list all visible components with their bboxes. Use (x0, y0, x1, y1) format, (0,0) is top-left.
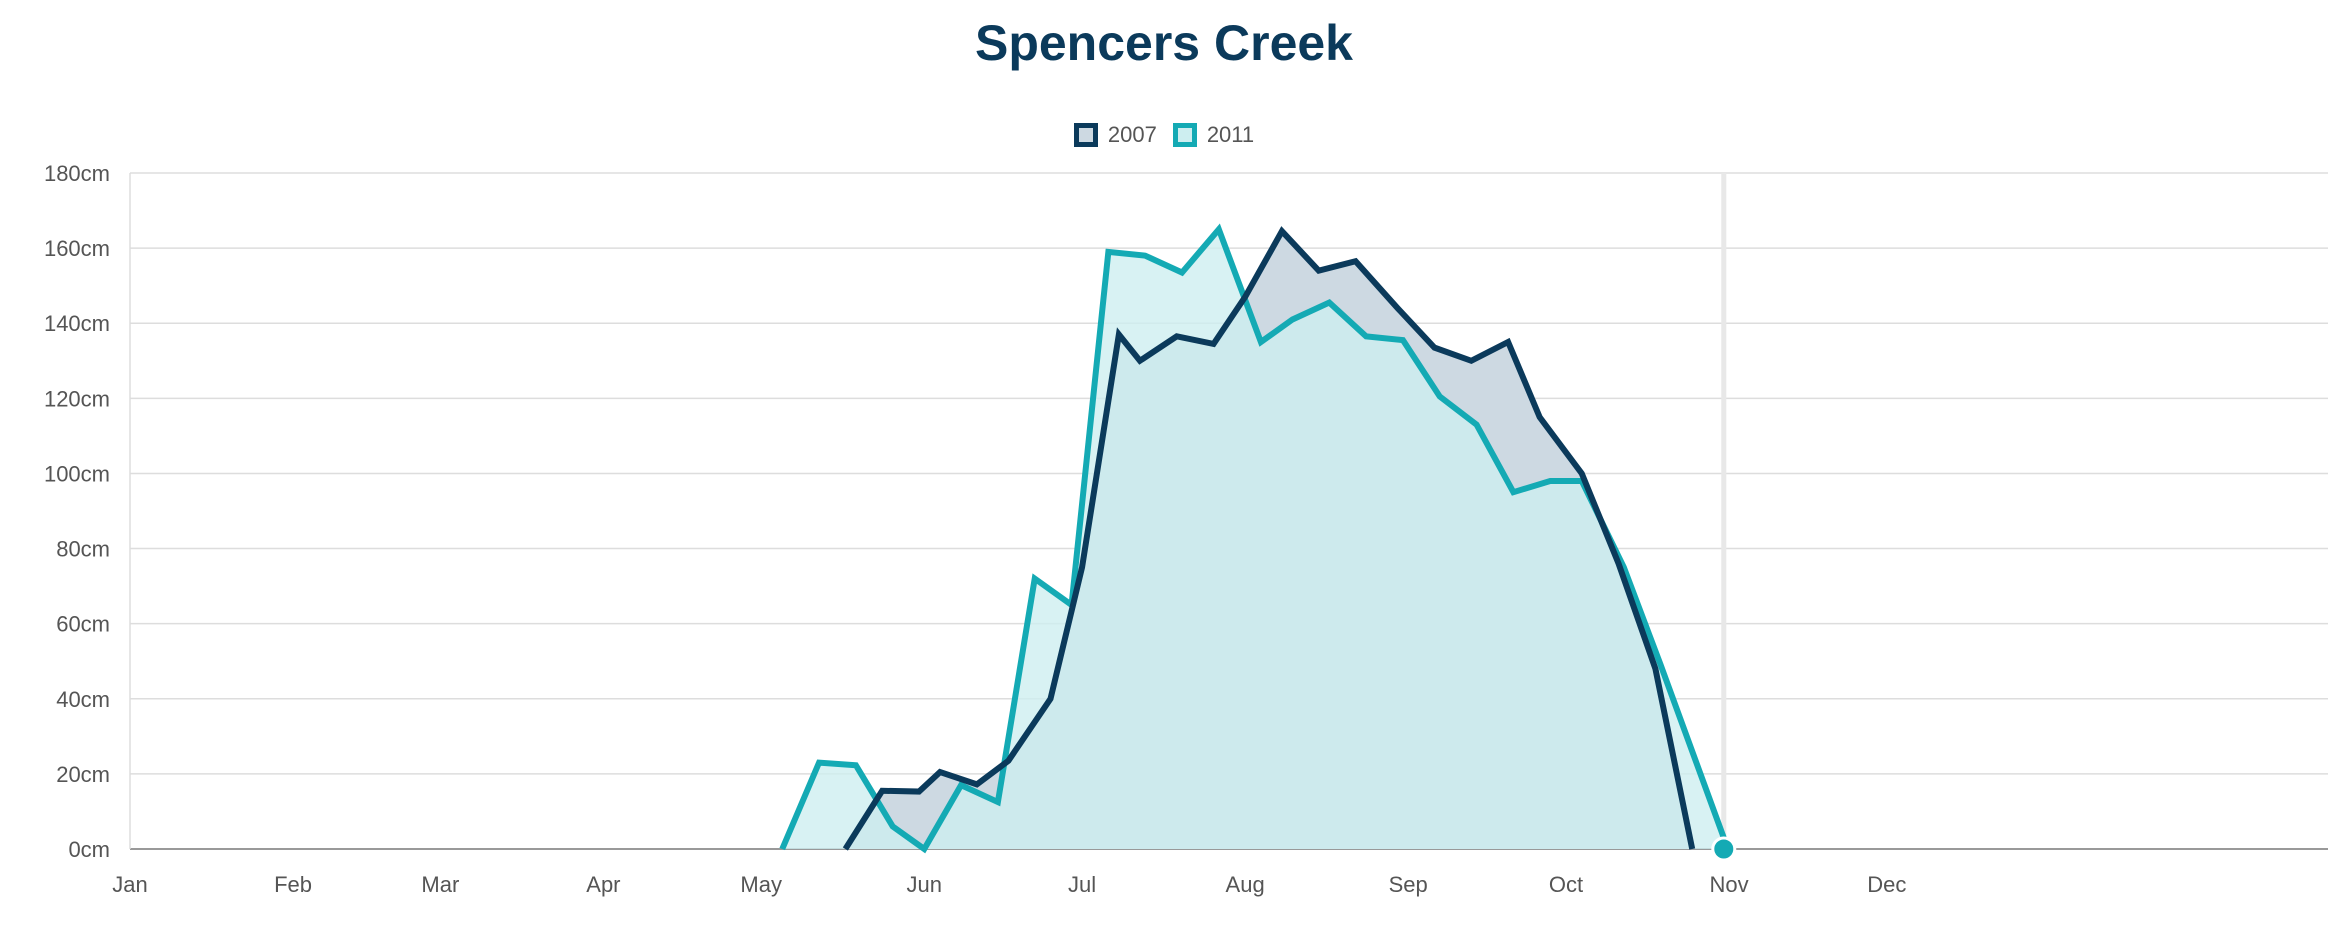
line-2007 (842, 226, 1696, 851)
y-tick-label: 140cm (44, 311, 110, 336)
legend-item-2007[interactable]: 2007 (1073, 122, 1157, 148)
legend-item-2011[interactable]: 2011 (1172, 122, 1255, 148)
series-end-point (1711, 836, 1737, 862)
x-tick-label: Jun (907, 872, 942, 897)
x-tick-label: Jan (112, 872, 147, 897)
x-tick-label: Oct (1549, 872, 1583, 897)
chart-title: Spencers Creek (974, 15, 1353, 71)
legend: 2007 2011 (0, 122, 2328, 148)
x-tick-label: Jul (1068, 872, 1096, 897)
x-tick-label: Apr (586, 872, 620, 897)
x-tick-label: May (740, 872, 782, 897)
x-tick-label: Aug (1226, 872, 1265, 897)
x-tick-label: Feb (274, 872, 312, 897)
y-tick-label: 20cm (56, 762, 110, 787)
y-tick-label: 0cm (68, 837, 110, 862)
legend-swatch-2011 (1172, 123, 1197, 147)
y-tick-label: 40cm (56, 687, 110, 712)
legend-label-2011: 2011 (1206, 122, 1255, 147)
legend-label-2007: 2007 (1107, 122, 1157, 147)
x-tick-label: Sep (1389, 872, 1428, 897)
y-tick-label: 120cm (44, 386, 110, 411)
line-2011 (779, 223, 1727, 854)
x-tick-label: Nov (1709, 872, 1748, 897)
y-tick-label: 80cm (56, 537, 110, 562)
x-tick-label: Dec (1867, 872, 1906, 897)
y-tick-label: 100cm (44, 461, 110, 486)
x-tick-label: Mar (421, 872, 459, 897)
legend-swatch-2007 (1073, 123, 1098, 147)
y-tick-label: 180cm (44, 161, 110, 186)
y-tick-label: 160cm (44, 236, 110, 261)
y-tick-label: 60cm (56, 612, 110, 637)
